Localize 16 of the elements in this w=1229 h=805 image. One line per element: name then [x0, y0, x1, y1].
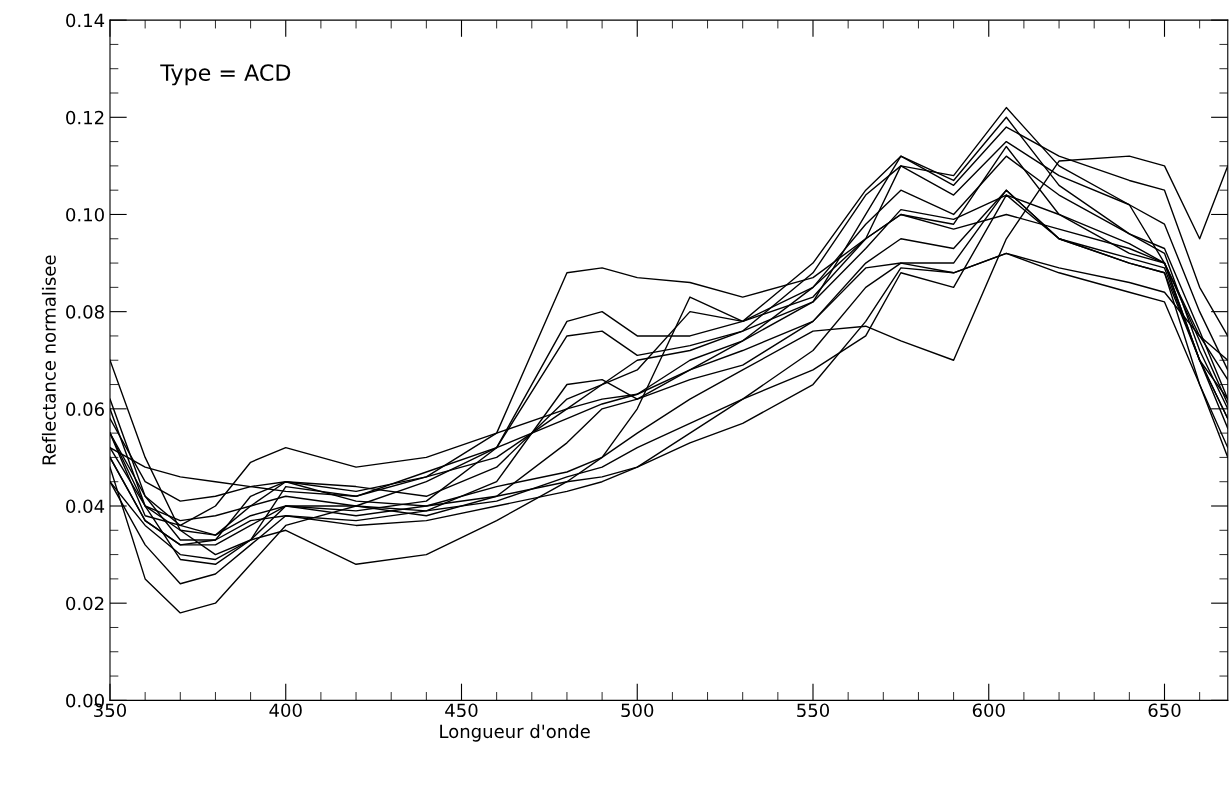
x-tick-label: 450 [445, 703, 478, 718]
y-tick-label: 0.04 [66, 499, 105, 514]
x-tick-label: 650 [1148, 703, 1181, 718]
x-tick-label: 400 [269, 703, 302, 718]
y-axis-title: Reflectance normalisee [41, 255, 56, 465]
x-axis-title: Longueur d'onde [440, 724, 590, 742]
x-tick-label: 600 [972, 703, 1005, 718]
annotation: Type = ACD [160, 64, 291, 86]
y-tick-label: 0.08 [66, 305, 104, 319]
y-tick-label: 0.12 [66, 110, 104, 125]
x-tick-label: 550 [797, 703, 830, 718]
y-tick-label: 0.14 [66, 13, 105, 28]
x-tick-label: 500 [621, 703, 654, 718]
y-tick-label: 0.06 [66, 402, 104, 416]
y-tick-label: 0.02 [66, 596, 104, 611]
y-tick-label: 0.10 [66, 207, 104, 222]
